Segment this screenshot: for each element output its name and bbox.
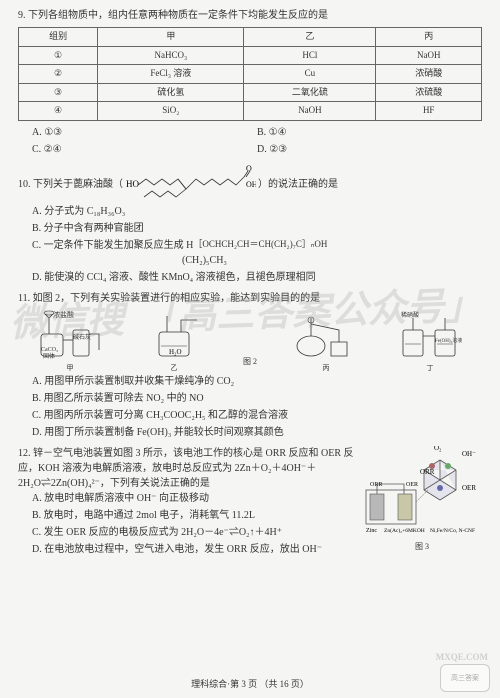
svg-text:ORR: ORR [420,468,435,476]
q11-options: A. 用图甲所示装置制取并收集干燥纯净的 CO₂ B. 用图乙所示装置可除去 N… [32,374,482,440]
q10-stem-a: 下列关于蓖麻油酸（ [33,178,123,189]
q9-options: A. ①③ B. ①④ C. ②④ D. ②③ [32,125,482,159]
opt-c: C. ②④ [32,142,257,157]
label: 碱石灰 [73,334,91,343]
page-footer: 理科综合·第 3 页 （共 16 页） [0,677,500,690]
c: Cu [244,65,376,84]
apparatus-ding: 稀硝酸 Fe(OH)₃溶液 丁 [395,310,465,370]
svg-text:Zinc: Zinc [366,528,377,534]
c: HF [376,102,482,121]
q10-stem-b: ）的说法正确的是 [258,178,338,189]
svg-text:Ni,Fe/N/Co, N-CNF: Ni,Fe/N/Co, N-CNF [430,528,475,534]
label: 稀硝酸 [401,312,419,321]
ho-label: HO [126,179,139,189]
c: 二氧化硫 [244,83,376,102]
question-10: 10. 下列关于蓖麻油酸（ HO OH O ）的说法正确的是 A. 分子式为 C… [18,165,482,285]
svg-text:OER: OER [406,482,418,488]
svg-text:Zn(Ac)₂+6MKOH: Zn(Ac)₂+6MKOH [384,527,425,534]
svg-text:H₂O: H₂O [169,348,182,356]
c: ③ [19,83,98,102]
label: 固体 [43,353,55,362]
opt-b: B. 分子中含有两种官能团 [32,221,482,236]
q9-table: 组别 甲 乙 丙 ①NaHCO₃HClNaOH ②FeCl₃ 溶液Cu浓硝酸 ③… [18,27,482,121]
q9-stem: 下列各组物质中，组内任意两种物质在一定条件下均能发生反应的是 [28,10,328,21]
c: ② [19,65,98,84]
fig3-label: 图 3 [362,541,482,553]
th: 乙 [244,28,376,47]
battery-diagram: O₂ OH⁻ ORR OER OER ORR Zinc Zn(Ac)₂+6MKO… [362,446,482,536]
label-jia: 甲 [35,363,105,374]
question-12: O₂ OH⁻ ORR OER OER ORR Zinc Zn(Ac)₂+6MKO… [18,446,482,557]
c: FeCl₃ 溶液 [98,65,244,84]
c: 浓硫酸 [376,83,482,102]
polymer: ［OCHCH₂CH＝CH(CH₂)₇C］ₙOH [193,238,327,252]
c: ① [19,46,98,65]
answer-stamp: 高三答案 [440,664,490,692]
opt-c: C. 一定条件下能发生加聚反应生成 H［OCHCH₂CH＝CH(CH₂)₇C］ₙ… [32,238,482,268]
c: 浓硝酸 [376,65,482,84]
q12-num: 12. [18,448,31,459]
label: Fe(OH)₃溶液 [435,338,462,346]
opt-d: D. ②③ [257,142,482,157]
opt-a: A. 分子式为 C₁₈H₃₆O₃ [32,204,482,219]
opt-b: B. 用图乙所示装置可除去 NO₂ 中的 NO [32,391,482,406]
opt-d: D. 能使溴的 CCl₄ 溶液、酸性 KMnO₄ 溶液褪色，且褪色原理相同 [32,270,482,285]
th: 组别 [19,28,98,47]
svg-text:OH⁻: OH⁻ [462,450,476,458]
q11-num: 11. [18,293,30,304]
c: NaHCO₃ [98,46,244,65]
label-bing: 丙 [291,363,361,374]
q11-stem: 如图 2，下列有关实验装置进行的相应实验，能达到实验目的的是 [33,293,321,304]
fig-label: 图 2 [243,356,257,370]
q10-options: A. 分子式为 C₁₈H₃₆O₃ B. 分子中含有两种官能团 C. 一定条件下能… [32,204,482,285]
opt-c: C. 用图丙所示装置可分离 CH₃COOC₂H₅ 和乙醇的混合溶液 [32,408,482,423]
molecule-structure: HO OH O [126,165,256,204]
c: ④ [19,102,98,121]
q12-stem: 锌－空气电池装置如图 3 所示，该电池工作的核心是 ORR 反应和 OER 反应… [18,448,354,489]
opt-a: A. 用图甲所示装置制取并收集干燥纯净的 CO₂ [32,374,482,389]
c: 硫化氢 [98,83,244,102]
th: 丙 [376,28,482,47]
c: SiO₂ [98,102,244,121]
polymer-branch: (CH₂)₅CH₃ [182,255,227,266]
c: NaOH [244,102,376,121]
svg-text:O₂: O₂ [434,446,442,452]
opt-a: A. ①③ [32,125,257,140]
apparatus-row: 浓盐酸 碱石灰 CaCO₃ 固体 甲 H₂O 乙 图 2 丙 稀硝酸 Fe(OH… [18,310,482,370]
label-yi: 乙 [139,363,209,374]
th: 甲 [98,28,244,47]
label-ding: 丁 [395,363,465,374]
c: NaOH [376,46,482,65]
opt-d: D. 用图丁所示装置制备 Fe(OH)₃ 并能较长时间观察其颜色 [32,425,482,440]
label: 浓盐酸 [53,310,74,321]
apparatus-jia: 浓盐酸 碱石灰 CaCO₃ 固体 甲 [35,310,105,370]
q10-num: 10. [18,178,31,189]
c: HCl [244,46,376,65]
svg-text:O: O [246,165,252,173]
opt-b: B. ①④ [257,125,482,140]
mxqe-watermark: MXQE.COM [436,652,488,662]
apparatus-bing: 丙 [291,310,361,370]
svg-text:ORR: ORR [370,482,382,488]
question-11: 11. 如图 2，下列有关实验装置进行的相应实验，能达到实验目的的是 浓盐酸 碱… [18,291,482,440]
svg-text:OH: OH [246,180,256,189]
question-9: 9. 下列各组物质中，组内任意两种物质在一定条件下均能发生反应的是 组别 甲 乙… [18,8,482,159]
q9-num: 9. [18,10,26,21]
apparatus-yi: H₂O 乙 [139,310,209,370]
svg-text:OER: OER [462,484,476,492]
